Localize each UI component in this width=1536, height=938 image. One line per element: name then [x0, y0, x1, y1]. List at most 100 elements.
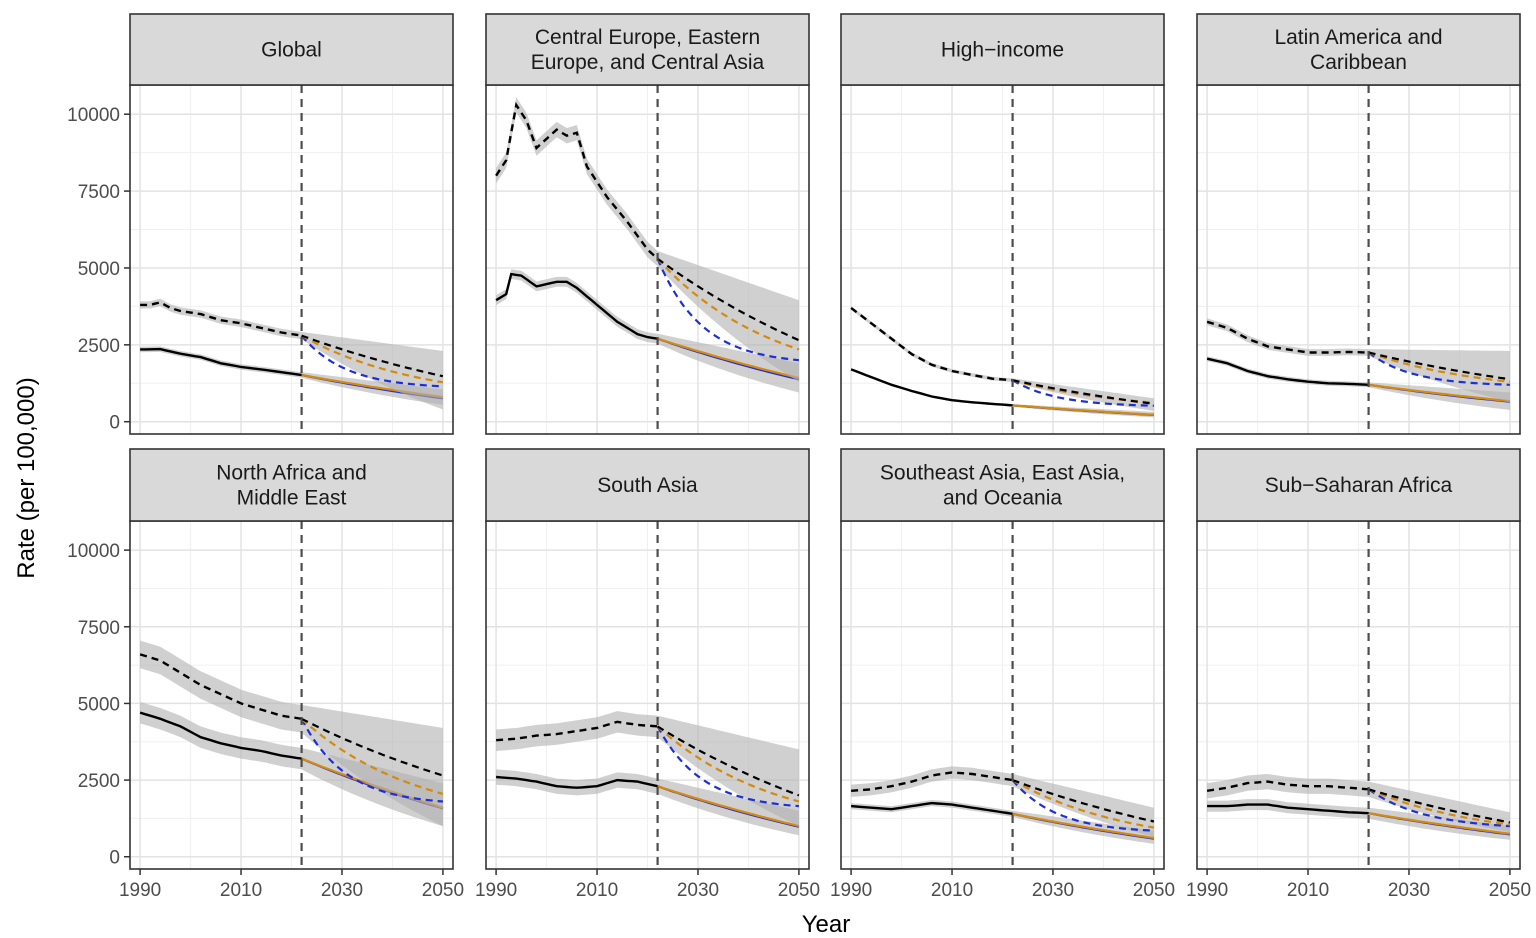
history-line-solid [496, 775, 658, 789]
strip-title: Central Europe, Eastern [535, 26, 760, 49]
history-line-solid [850, 368, 1013, 407]
strip-title: Latin America and [1274, 26, 1442, 49]
scenario-orange-line-dashed [1012, 779, 1155, 829]
x-tick-label: 2030 [321, 880, 363, 901]
scenario-orange-line-dashed [656, 257, 800, 351]
panel: Global [129, 13, 454, 435]
history-band-solid [496, 269, 658, 344]
panel-content [850, 306, 1155, 418]
reference-forecast-line-dashed [301, 334, 444, 378]
history-line-solid [140, 347, 302, 377]
gridlines [1197, 85, 1520, 434]
scenario-orange-line-dashed [656, 725, 800, 803]
forecast-band-dashed [657, 715, 799, 827]
x-tick-label: 2030 [1388, 880, 1430, 901]
history-line-solid [851, 801, 1013, 815]
scenario-orange-line-solid [657, 785, 800, 828]
panel-content [1206, 774, 1511, 840]
scenario-orange-line-solid [657, 337, 800, 380]
forecast-band-dashed [657, 251, 799, 382]
history-line-dashed [1206, 780, 1369, 792]
x-tick-label: 1990 [119, 880, 161, 901]
scenario-orange-line-dashed [1368, 788, 1511, 826]
reference-forecast-line-dashed [301, 717, 444, 777]
history-line-solid [1206, 357, 1369, 386]
panel: South Asia [485, 448, 810, 870]
y-tick-label: 2500 [78, 336, 120, 357]
scenario-orange-line-dashed [300, 717, 444, 795]
scenario-orange-line-solid [1012, 404, 1154, 416]
scenario-blue-line-dashed [1367, 788, 1510, 828]
strip-title: Caribbean [1310, 51, 1407, 74]
history-band-dashed [140, 298, 302, 340]
scenario-blue-line-dashed [656, 725, 799, 808]
x-tick-label: 2010 [576, 880, 618, 901]
history-line-solid [1207, 803, 1369, 815]
x-axes: 1990 2010 2030 2050 1990 2010 2030 2050 1990 2010… [119, 869, 1531, 901]
history-band-solid [140, 701, 302, 770]
x-tick-label: 2030 [1032, 880, 1074, 901]
reference-forecast-line-dashed [657, 725, 800, 797]
reference-forecast-line-dashed [1368, 351, 1511, 381]
history-line-dashed [850, 306, 1013, 382]
panel-content [139, 640, 444, 827]
y-tick-label: 10000 [67, 105, 120, 126]
scenario-blue-line-dashed [1012, 379, 1154, 407]
panel-content [851, 766, 1155, 844]
panel: Southeast Asia, East Asia,and Oceania [840, 448, 1165, 870]
panel: Sub−Saharan Africa [1196, 448, 1521, 870]
x-tick-label: 2050 [422, 880, 464, 901]
history-line-solid [495, 272, 658, 340]
scenario-orange-line-solid [1012, 812, 1155, 840]
forecast-band-solid [657, 333, 799, 393]
history-line-dashed [496, 720, 658, 742]
history-line-dashed [495, 101, 659, 260]
history-line-dashed [851, 771, 1013, 792]
history-line-solid [139, 711, 302, 760]
x-tick-label: 2050 [1133, 880, 1175, 901]
x-tick-label: 2010 [931, 880, 973, 901]
x-tick-label: 2010 [1287, 880, 1329, 901]
panel-content [140, 298, 444, 410]
strip-background [1196, 13, 1521, 86]
strip-background [840, 448, 1165, 522]
strip-background [129, 448, 454, 522]
y-axis-title: Rate (per 100,000) [13, 377, 40, 578]
strip-title: Middle East [237, 487, 347, 510]
reference-forecast-line-dashed [1368, 788, 1511, 824]
gridlines [841, 85, 1164, 434]
x-axis-title: Year [802, 911, 851, 938]
strip-background [1196, 448, 1521, 522]
x-tick-label: 2030 [677, 880, 719, 901]
y-tick-label: 10000 [67, 541, 120, 562]
strip-background [485, 448, 810, 522]
strip-title: Europe, and Central Asia [531, 51, 765, 74]
strip-background [840, 13, 1165, 86]
forecast-band-dashed [301, 331, 443, 410]
y-tick-label: 5000 [78, 694, 120, 715]
strip-background [129, 13, 454, 86]
history-band-solid [496, 769, 658, 796]
panel-content [1206, 318, 1511, 410]
history-line-dashed [1206, 320, 1369, 354]
scenario-orange-line-dashed [1368, 351, 1511, 383]
history-band-dashed [496, 97, 658, 267]
strip-title: Sub−Saharan Africa [1265, 474, 1453, 497]
scenario-blue-line-dashed [300, 718, 443, 803]
y-tick-label: 7500 [78, 618, 120, 639]
strip-title: High−income [941, 39, 1064, 62]
strip-background [485, 13, 810, 86]
y-tick-label: 0 [109, 413, 120, 434]
scenario-blue-line-dashed [656, 258, 800, 362]
reference-forecast-line-dashed [1012, 379, 1155, 405]
panel-content [496, 711, 800, 836]
x-tick-label: 1990 [475, 880, 517, 901]
panel: High−income [840, 13, 1165, 435]
scenario-orange-line-solid [1368, 383, 1511, 403]
strip-title: Southeast Asia, East Asia, [880, 462, 1125, 485]
y-tick-label: 5000 [78, 259, 120, 280]
